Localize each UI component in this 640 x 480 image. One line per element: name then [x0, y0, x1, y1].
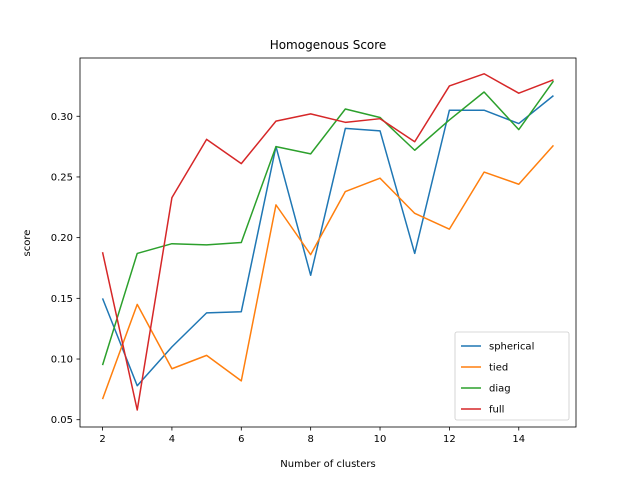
- plot-area: [101, 73, 555, 411]
- legend-label-tied: tied: [489, 363, 508, 374]
- y-axis-label: score: [22, 230, 33, 257]
- series-line-tied: [101, 144, 555, 400]
- x-axis: 2 4 6 8 10 12 14: [99, 427, 525, 445]
- x-tick-label: 2: [99, 434, 105, 445]
- series-line-spherical: [101, 95, 554, 387]
- x-tick-label: 14: [512, 434, 525, 445]
- plot-frame: [79, 57, 577, 428]
- y-axis: 0.05 0.10 0.15 0.20 0.25 0.30: [51, 112, 80, 426]
- legend-label-diag: diag: [489, 384, 511, 395]
- chart-title: Homogenous Score: [270, 38, 387, 52]
- x-tick-label: 8: [307, 434, 313, 445]
- x-tick-label: 12: [443, 434, 456, 445]
- y-tick-label: 0.15: [51, 294, 73, 305]
- x-tick-label: 6: [238, 434, 244, 445]
- x-tick-label: 10: [374, 434, 387, 445]
- series-line-diag: [101, 80, 555, 366]
- y-tick-label: 0.30: [51, 112, 73, 123]
- x-axis-label: Number of clusters: [280, 459, 375, 470]
- y-tick-label: 0.20: [51, 233, 73, 244]
- legend: spherical tied diag full: [454, 331, 570, 421]
- y-tick-label: 0.05: [51, 415, 73, 426]
- series-line-full: [101, 73, 554, 411]
- y-tick-label: 0.10: [51, 355, 73, 366]
- legend-label-full: full: [489, 405, 504, 416]
- y-tick-label: 0.25: [51, 172, 73, 183]
- legend-frame: [454, 331, 570, 421]
- legend-label-spherical: spherical: [489, 342, 534, 353]
- x-tick-label: 4: [169, 434, 175, 445]
